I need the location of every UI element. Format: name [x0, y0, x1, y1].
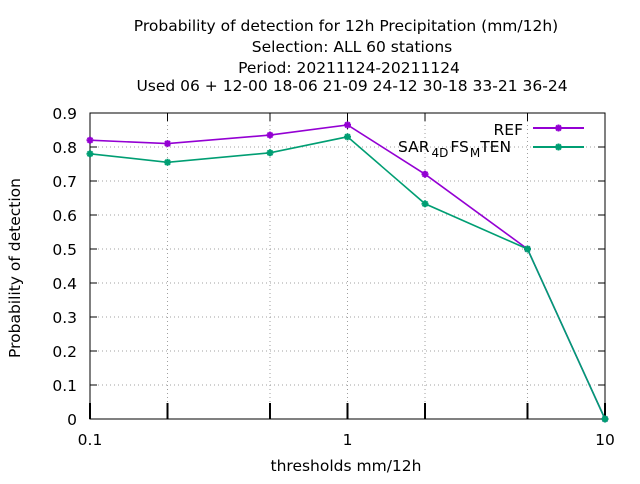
series-lines — [86, 121, 609, 423]
title-line-3: Period: 20211124-20211124 — [238, 59, 460, 77]
series-0-point — [421, 170, 429, 178]
series-1-point — [86, 150, 94, 158]
y-tick-label: 0.9 — [52, 105, 77, 123]
plot-frame — [89, 112, 606, 420]
series-1 — [86, 133, 609, 423]
grid — [90, 113, 605, 419]
series-0-point — [344, 121, 351, 129]
legend-label-sar: SAR 4D FSMTEN — [398, 138, 511, 160]
y-tick-label: 0.8 — [52, 139, 77, 157]
series-1-point — [421, 200, 429, 208]
series-1-point — [523, 245, 531, 253]
y-tick-label: 0.1 — [52, 377, 77, 395]
x-tick-label: 1 — [343, 431, 353, 449]
chart-title: Probability of detection for 12h Precipi… — [134, 17, 568, 95]
legend-marker-1 — [555, 143, 562, 151]
legend: REF SAR 4D FSMTEN — [398, 121, 584, 160]
series-0-point — [164, 140, 172, 148]
series-0-point — [266, 131, 274, 139]
legend-label-ref: REF — [494, 121, 524, 139]
y-tick-label: 0.7 — [52, 173, 77, 191]
tick-labels: 00.10.20.30.40.50.60.70.80.90.1 1 10 — [52, 105, 615, 449]
y-tick-label: 0.3 — [52, 309, 77, 327]
y-tick-label: 0.2 — [52, 343, 77, 361]
series-1-point — [601, 415, 609, 423]
x-tick-label: 10 — [595, 431, 615, 449]
title-line-2: Selection: ALL 60 stations — [252, 38, 452, 56]
y-tick-label: 0.4 — [52, 275, 77, 293]
legend-marker-0 — [555, 124, 562, 132]
legend-label-sar-part-1: SAR — [398, 138, 430, 156]
legend-label-sar-part-3: FS — [450, 138, 468, 156]
series-0-point — [86, 136, 94, 144]
x-tick-label: 0.1 — [78, 431, 103, 449]
legend-label-sar-part-5: TEN — [479, 138, 511, 156]
series-1-point — [344, 133, 351, 141]
title-line-1: Probability of detection for 12h Precipi… — [134, 17, 558, 35]
series-1-point — [266, 149, 274, 157]
legend-label-sar-part-4: M — [470, 146, 480, 160]
legend-label-sar-part-2: 4D — [432, 146, 449, 160]
y-tick-label: 0.5 — [52, 241, 77, 259]
title-line-4: Used 06 + 12-00 18-06 21-09 24-12 30-18 … — [136, 77, 567, 95]
x-axis-label: thresholds mm/12h — [271, 457, 422, 475]
series-1-point — [164, 158, 172, 166]
y-tick-label: 0.6 — [52, 207, 77, 225]
y-axis-label: Probability of detection — [6, 178, 24, 358]
y-tick-label: 0 — [67, 411, 77, 429]
